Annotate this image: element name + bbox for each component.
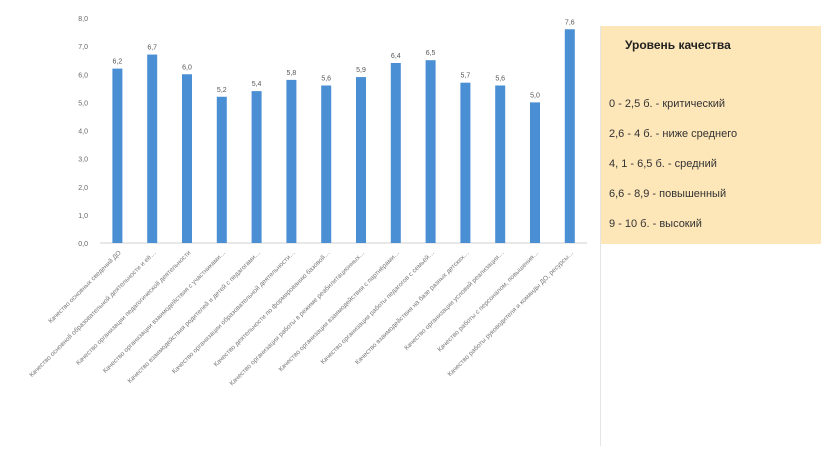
chart-svg: 0,0 1,0 2,0 3,0 4,0 5,0 6,0 7,0 8,0 6,2 Качество о…: [28, 16, 588, 387]
data-label: 5,8: [287, 70, 297, 77]
y-tick-label: 6,0: [78, 72, 88, 79]
quality-legend: Уровень качества 0 - 2,5 б. - критически…: [601, 26, 821, 244]
x-tick-label: Качество взаимодействия родителей и дете…: [126, 249, 262, 385]
legend-item-high: 9 - 10 б. - высокий: [609, 218, 702, 230]
y-tick-label: 1,0: [78, 213, 88, 220]
data-label: 5,4: [252, 81, 262, 88]
legend-item-average: 4, 1 - 6,5 б. - средний: [609, 158, 717, 170]
data-label: 6,5: [426, 50, 436, 57]
y-tick-label: 3,0: [78, 157, 88, 164]
data-label: 5,0: [530, 92, 540, 99]
x-tick-label: Качество организации взаимодействия с па…: [277, 249, 401, 373]
bar: [460, 82, 471, 243]
x-tick-label: Качество организации работы в режиме реа…: [228, 249, 366, 387]
legend-item-elevated: 6,6 - 8,9 - повышенный: [609, 188, 727, 200]
data-label: 6,2: [113, 59, 123, 66]
chart-divider: [600, 26, 601, 446]
data-label: 5,6: [321, 76, 331, 83]
bar: [182, 74, 192, 243]
bar: [147, 54, 158, 243]
y-tick-label: 4,0: [78, 129, 88, 136]
y-tick-label: 2,0: [78, 185, 88, 192]
bar: [390, 63, 401, 243]
data-label: 5,2: [217, 87, 227, 94]
x-tick-label: Качество работы руководителя и команды Д…: [446, 249, 575, 378]
x-tick-label: Качество организации взаимодействия с уч…: [101, 249, 227, 375]
x-tick-label: Качество основных сведений ДО: [47, 249, 123, 325]
bar: [530, 102, 540, 243]
x-tick-label: Качество деятельности по формированию ба…: [212, 249, 332, 369]
data-label: 5,7: [461, 73, 471, 80]
bar: [321, 85, 332, 243]
x-tick-label: Качество организации работы педагогов с …: [319, 249, 436, 366]
x-tick-label: Качество взаимодействия на базе разных д…: [353, 249, 470, 366]
bar: [356, 77, 366, 243]
bar: [564, 29, 575, 243]
bar: [286, 79, 297, 243]
data-label: 6,4: [391, 53, 401, 60]
legend-item-critical: 0 - 2,5 б. - критический: [609, 98, 726, 110]
y-tick-label: 7,0: [78, 44, 88, 51]
y-tick-label: 5,0: [78, 100, 88, 107]
legend-item-below-average: 2,6 - 4 б. - ниже среднего: [609, 128, 738, 140]
bar: [495, 85, 506, 243]
data-label: 6,0: [182, 64, 192, 71]
x-tick-label: Качество организации образовательной дея…: [170, 249, 297, 376]
y-tick-label: 0,0: [78, 241, 88, 248]
y-tick-label: 8,0: [78, 16, 88, 23]
data-label: 7,6: [565, 19, 575, 26]
bar: [216, 96, 227, 243]
data-label: 6,7: [147, 45, 157, 52]
data-label: 5,6: [495, 76, 505, 83]
bar: [425, 60, 436, 243]
bar-chart: 0,0 1,0 2,0 3,0 4,0 5,0 6,0 7,0 8,0 6,2 Качество о…: [28, 16, 588, 387]
legend-title: Уровень качества: [625, 38, 731, 52]
x-tick-label: Качество основной образовательной деятел…: [28, 249, 158, 379]
bar: [251, 91, 262, 243]
bar: [112, 68, 123, 243]
x-tick-label: Качество организации педагогической деят…: [74, 248, 192, 366]
data-label: 5,9: [356, 67, 366, 74]
